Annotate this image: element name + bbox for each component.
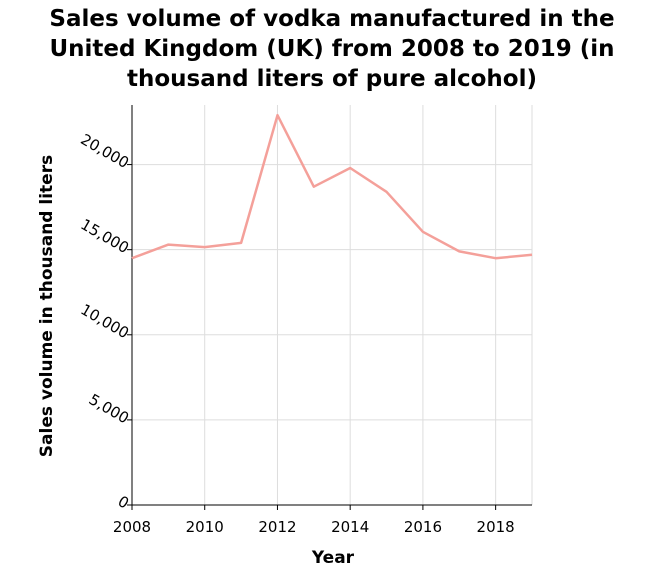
y-tick-label: 5,000: [86, 390, 132, 427]
y-axis-ticks: 0 5,000 10,000 15,000 20,000: [78, 130, 132, 512]
y-tick-label: 0: [115, 492, 132, 512]
x-tick-label: 2012: [258, 518, 296, 536]
y-tick-label: 15,000: [78, 215, 132, 257]
x-tick-label: 2010: [186, 518, 224, 536]
chart-title-line-3: thousand liters of pure alcohol): [126, 66, 537, 92]
x-tick-label: 2016: [404, 518, 442, 536]
y-tick-label: 20,000: [78, 130, 132, 172]
chart-title: Sales volume of vodka manufactured in th…: [0, 4, 664, 94]
series-line: [131, 113, 533, 260]
x-tick-label: 2008: [113, 518, 151, 536]
y-tick-label: 10,000: [78, 300, 132, 342]
gridlines: [131, 105, 533, 506]
chart-title-line-2: United Kingdom (UK) from 2008 to 2019 (i…: [49, 36, 615, 62]
x-tick-label: 2014: [331, 518, 369, 536]
x-tick-label: 2018: [477, 518, 515, 536]
chart-title-line-1: Sales volume of vodka manufactured in th…: [49, 6, 615, 32]
x-axis-ticks: 2008 2010 2012 2014 2016 2018: [113, 505, 515, 536]
y-axis-title: Sales volume in thousand liters: [37, 155, 57, 457]
series-layer: [131, 113, 533, 260]
x-axis-title: Year: [311, 548, 355, 568]
